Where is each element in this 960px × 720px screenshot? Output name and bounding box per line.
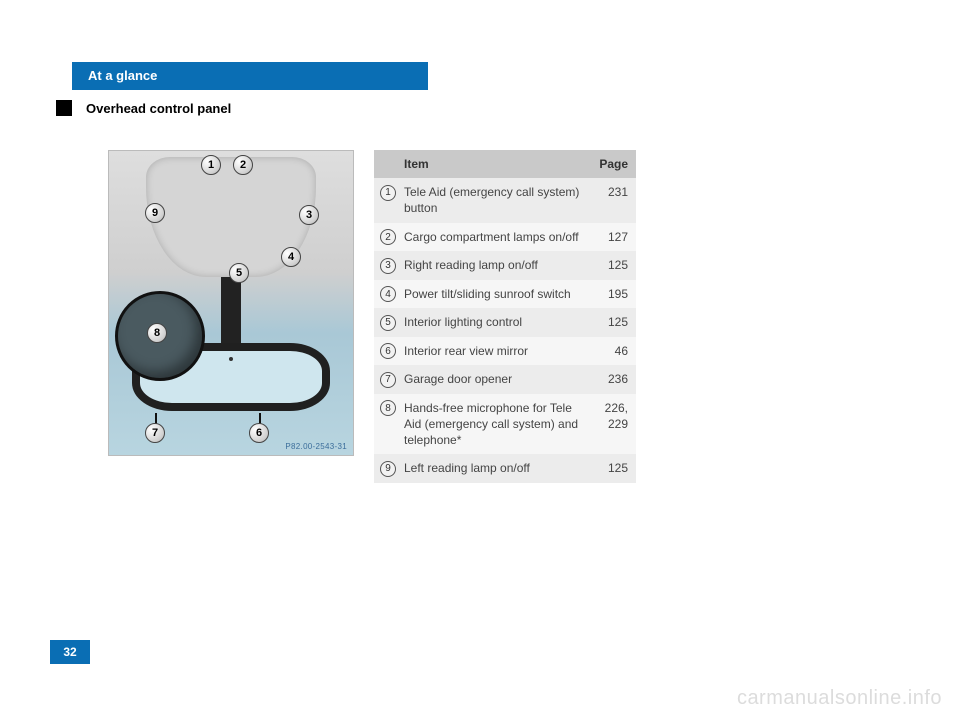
content-area: 1 2 3 4 5 6 7 8 9 P82.00-2543-31 Item Pa…	[108, 150, 636, 483]
row-page: 195	[588, 280, 636, 308]
num-circle: 1	[380, 185, 396, 201]
header-page: Page	[588, 150, 636, 178]
num-circle: 4	[380, 286, 396, 302]
row-page: 125	[588, 308, 636, 336]
row-page: 125	[588, 454, 636, 482]
page-number: 32	[50, 640, 90, 664]
row-item: Cargo compartment lamps on/off	[402, 223, 588, 251]
callout-5: 5	[229, 263, 249, 283]
row-num: 4	[374, 280, 402, 309]
row-page: 236	[588, 365, 636, 393]
manual-page: At a glance Overhead control panel 1 2 3…	[0, 0, 960, 720]
row-item: Hands-free microphone for Tele Aid (emer…	[402, 394, 588, 455]
row-item: Power tilt/sliding sunroof switch	[402, 280, 588, 308]
row-page: 125	[588, 251, 636, 279]
num-circle: 8	[380, 400, 396, 416]
row-item: Garage door opener	[402, 365, 588, 393]
num-circle: 2	[380, 229, 396, 245]
row-num: 5	[374, 308, 402, 337]
callout-7: 7	[145, 423, 165, 443]
row-num: 3	[374, 251, 402, 280]
table-row: 7 Garage door opener 236	[374, 365, 636, 394]
num-circle: 9	[380, 461, 396, 477]
callout-6: 6	[249, 423, 269, 443]
row-num: 2	[374, 223, 402, 252]
section-row: Overhead control panel	[56, 98, 456, 118]
table-row: 4 Power tilt/sliding sunroof switch 195	[374, 280, 636, 309]
section-marker	[56, 100, 72, 116]
chapter-title: At a glance	[88, 68, 157, 83]
callout-9: 9	[145, 203, 165, 223]
num-circle: 5	[380, 315, 396, 331]
row-num: 6	[374, 337, 402, 366]
page-number-value: 32	[63, 645, 76, 659]
row-item: Tele Aid (emergency call system) button	[402, 178, 588, 222]
table-row: 8 Hands-free microphone for Tele Aid (em…	[374, 394, 636, 455]
row-num: 9	[374, 454, 402, 483]
table-row: 1 Tele Aid (emergency call system) butto…	[374, 178, 636, 222]
row-page: 46	[588, 337, 636, 365]
callout-2: 2	[233, 155, 253, 175]
section-title: Overhead control panel	[86, 101, 231, 116]
header-item: Item	[402, 150, 588, 178]
row-num: 1	[374, 178, 402, 207]
callout-4: 4	[281, 247, 301, 267]
row-page: 127	[588, 223, 636, 251]
table-row: 9 Left reading lamp on/off 125	[374, 454, 636, 483]
header-blank	[374, 150, 402, 178]
row-num: 8	[374, 394, 402, 423]
items-table: Item Page 1 Tele Aid (emergency call sys…	[374, 150, 636, 483]
table-row: 3 Right reading lamp on/off 125	[374, 251, 636, 280]
diagram-code: P82.00-2543-31	[285, 442, 347, 451]
callout-3: 3	[299, 205, 319, 225]
row-page: 226, 229	[588, 394, 636, 438]
num-circle: 6	[380, 343, 396, 359]
table-row: 2 Cargo compartment lamps on/off 127	[374, 223, 636, 252]
overhead-panel-diagram: 1 2 3 4 5 6 7 8 9 P82.00-2543-31	[108, 150, 354, 456]
row-num: 7	[374, 365, 402, 394]
num-circle: 7	[380, 372, 396, 388]
callout-1: 1	[201, 155, 221, 175]
row-item: Right reading lamp on/off	[402, 251, 588, 279]
table-header: Item Page	[374, 150, 636, 178]
row-page: 231	[588, 178, 636, 206]
watermark: carmanualsonline.info	[737, 687, 942, 710]
callout-8: 8	[147, 323, 167, 343]
row-item: Interior lighting control	[402, 308, 588, 336]
table-row: 5 Interior lighting control 125	[374, 308, 636, 337]
row-item: Left reading lamp on/off	[402, 454, 588, 482]
chapter-band: At a glance	[72, 62, 428, 90]
row-item: Interior rear view mirror	[402, 337, 588, 365]
mirror-stem	[221, 277, 241, 347]
table-row: 6 Interior rear view mirror 46	[374, 337, 636, 366]
num-circle: 3	[380, 258, 396, 274]
